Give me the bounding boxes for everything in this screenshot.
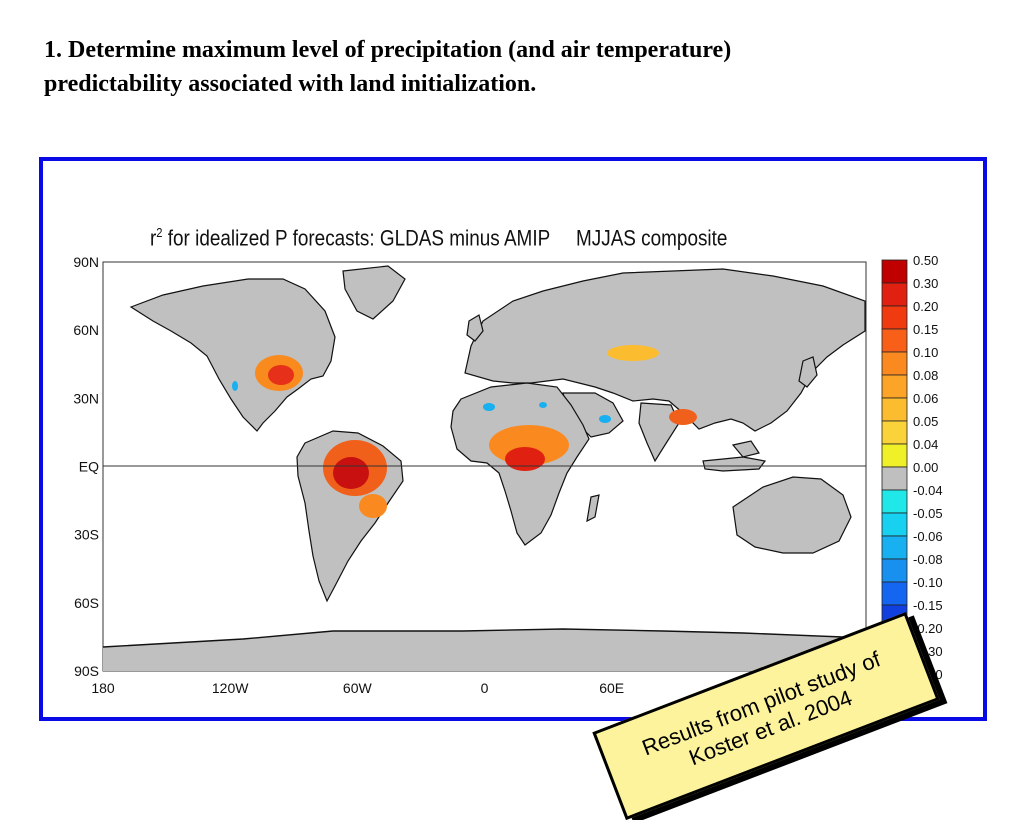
- lat-tick-label: 90N: [73, 254, 99, 270]
- lat-tick-label: 60N: [73, 322, 99, 338]
- anomaly-central-africa: [505, 447, 545, 471]
- lon-tick-label: 60W: [343, 680, 373, 696]
- lat-tick-label: 90S: [74, 663, 99, 679]
- colorbar-swatch: [881, 374, 908, 399]
- british-isles: [466, 314, 484, 342]
- colorbar-swatch: [881, 558, 908, 583]
- antarctica-coast: [102, 628, 867, 648]
- colorbar-swatch: [881, 420, 908, 445]
- colorbar-swatch: [881, 443, 908, 468]
- anomaly-us-core: [268, 365, 294, 385]
- colorbar-swatch: [881, 259, 908, 284]
- anomaly-amazon-core: [333, 457, 369, 489]
- precip-anomaly-positive: [255, 345, 697, 518]
- colorbar-label: 0.50: [913, 253, 938, 268]
- anomaly-sahara-west: [483, 403, 495, 411]
- colorbar-label: 0.00: [913, 460, 938, 475]
- colorbar-swatch: [881, 581, 908, 606]
- anomaly-bangladesh: [669, 409, 697, 425]
- north-america: [129, 278, 336, 432]
- anomaly-sahara-east: [539, 402, 547, 408]
- colorbar-label: 0.30: [913, 276, 938, 291]
- colorbar-label: -0.20: [913, 621, 943, 636]
- colorbar-swatch: [881, 397, 908, 422]
- colorbar-swatch: [881, 466, 908, 491]
- slide-title-line-1: 1. Determine maximum level of precipitat…: [44, 37, 732, 63]
- anomaly-us-southwest: [232, 381, 238, 391]
- colorbar-label: -0.05: [913, 506, 943, 521]
- colorbar-swatch: [881, 489, 908, 514]
- anomaly-central-asia: [607, 345, 659, 361]
- lon-tick-label: 60E: [599, 680, 624, 696]
- map-title-superscript: 2: [156, 225, 163, 240]
- lat-tick-label: EQ: [79, 459, 99, 475]
- colorbar-label: 0.06: [913, 391, 938, 406]
- lon-tick-label: 180: [91, 680, 115, 696]
- precip-anomaly-negative: [232, 381, 611, 423]
- colorbar-swatch: [881, 328, 908, 353]
- colorbar-label: 0.05: [913, 414, 938, 429]
- map-title-main: for idealized P forecasts: GLDAS minus A…: [162, 225, 551, 251]
- colorbar-swatch: [881, 535, 908, 560]
- map-title-suffix: MJJAS composite: [576, 225, 728, 251]
- lat-tick-label: 30S: [74, 527, 99, 543]
- lon-tick-label: 120W: [212, 680, 249, 696]
- anomaly-brazil: [359, 494, 387, 518]
- slide-title: 1. Determine maximum level of precipitat…: [44, 33, 984, 101]
- antarctica: [103, 629, 866, 671]
- colorbar-label: -0.06: [913, 529, 943, 544]
- colorbar-label: 0.08: [913, 368, 938, 383]
- colorbar-swatch: [881, 351, 908, 376]
- map-title: r2 for idealized P forecasts: GLDAS minu…: [150, 225, 727, 251]
- colorbar-label: -0.04: [913, 483, 943, 498]
- madagascar: [586, 494, 600, 523]
- colorbar-label: 0.15: [913, 322, 938, 337]
- eurasia: [464, 268, 866, 432]
- lat-tick-label: 60S: [74, 595, 99, 611]
- colorbar-label: -0.08: [913, 552, 943, 567]
- colorbar-label: -0.10: [913, 575, 943, 590]
- australia: [732, 476, 852, 554]
- india: [638, 402, 680, 463]
- lat-tick-label: 30N: [73, 390, 99, 406]
- colorbar-swatch: [881, 282, 908, 307]
- colorbar-swatch: [881, 512, 908, 537]
- colorbar-label: 0.20: [913, 299, 938, 314]
- colorbar-label: -0.15: [913, 598, 943, 613]
- map-plot: [102, 261, 867, 672]
- anomaly-arabia: [599, 415, 611, 423]
- borneo: [731, 440, 760, 458]
- figure-frame: r2 for idealized P forecasts: GLDAS minu…: [39, 157, 987, 820]
- map-title-prefix: r: [150, 225, 157, 251]
- japan: [798, 356, 818, 388]
- colorbar-swatch: [881, 305, 908, 330]
- colorbar-label: 0.10: [913, 345, 938, 360]
- lon-tick-label: 0: [481, 680, 489, 696]
- slide-title-line-2: predictability associated with land init…: [44, 71, 537, 97]
- latitude-axis: 90N 60N 30N EQ 30S 60S 90S: [73, 254, 99, 679]
- greenland: [342, 265, 406, 320]
- colorbar-label: 0.04: [913, 437, 938, 452]
